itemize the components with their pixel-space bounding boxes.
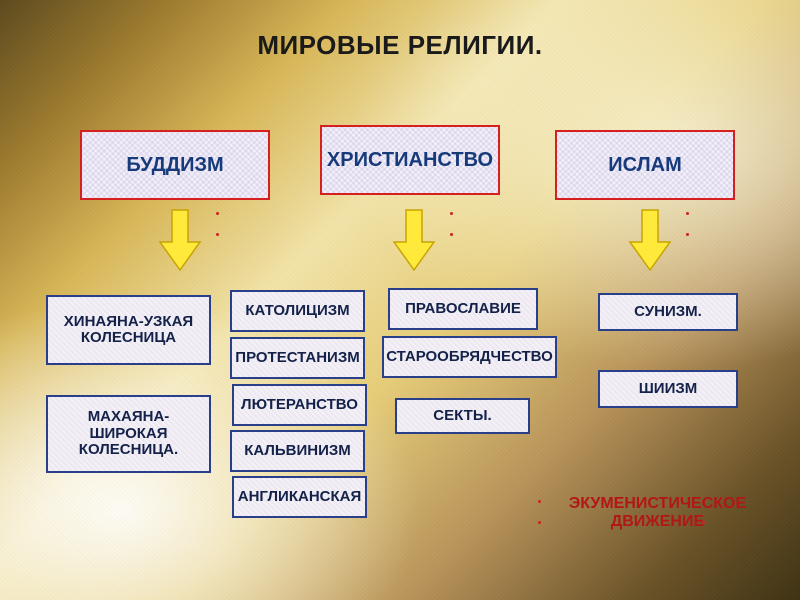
footer-ecumenism: ЭКУМЕНИСТИЧЕСКОЕ ДВИЖЕНИЕ <box>530 488 785 538</box>
islam-box-shiism: ШИИЗМ <box>598 370 738 408</box>
top-box-buddhism: БУДДИЗМ <box>80 130 270 200</box>
marker-dots <box>684 212 690 236</box>
christianity-box-catholicism: КАТОЛИЦИЗМ <box>230 290 365 332</box>
christianity-box-orthodoxy: ПРАВОСЛАВИЕ <box>388 288 538 330</box>
diagram-stage: МИРОВЫЕ РЕЛИГИИ. БУДДИЗМ ХРИСТИАНСТВО ИСЛА… <box>0 0 800 600</box>
islam-box-sunnism: СУНИЗМ. <box>598 293 738 331</box>
marker-dots <box>448 212 454 236</box>
marker-dots <box>214 212 220 236</box>
christianity-box-calvinism: КАЛЬВИНИЗМ <box>230 430 365 472</box>
page-title: МИРОВЫЕ РЕЛИГИИ. <box>0 30 800 61</box>
christianity-box-lutheranism: ЛЮТЕРАНСТВО <box>232 384 367 426</box>
top-box-islam: ИСЛАМ <box>555 130 735 200</box>
buddhism-box-hinayana: ХИНАЯНА-УЗКАЯ КОЛЕСНИЦА <box>46 295 211 365</box>
christianity-box-protestantism: ПРОТЕСТАНИЗМ <box>230 337 365 379</box>
buddhism-box-mahayana: МАХАЯНА-ШИРОКАЯ КОЛЕСНИЦА. <box>46 395 211 473</box>
christianity-box-anglican: АНГЛИКАНСКАЯ <box>232 476 367 518</box>
arrow-down-icon <box>392 208 436 272</box>
christianity-box-sects: СЕКТЫ. <box>395 398 530 434</box>
christianity-box-oldbelievers: СТАРООБРЯДЧЕСТВО <box>382 336 557 378</box>
arrow-down-icon <box>628 208 672 272</box>
top-box-christianity: ХРИСТИАНСТВО <box>320 125 500 195</box>
arrow-down-icon <box>158 208 202 272</box>
